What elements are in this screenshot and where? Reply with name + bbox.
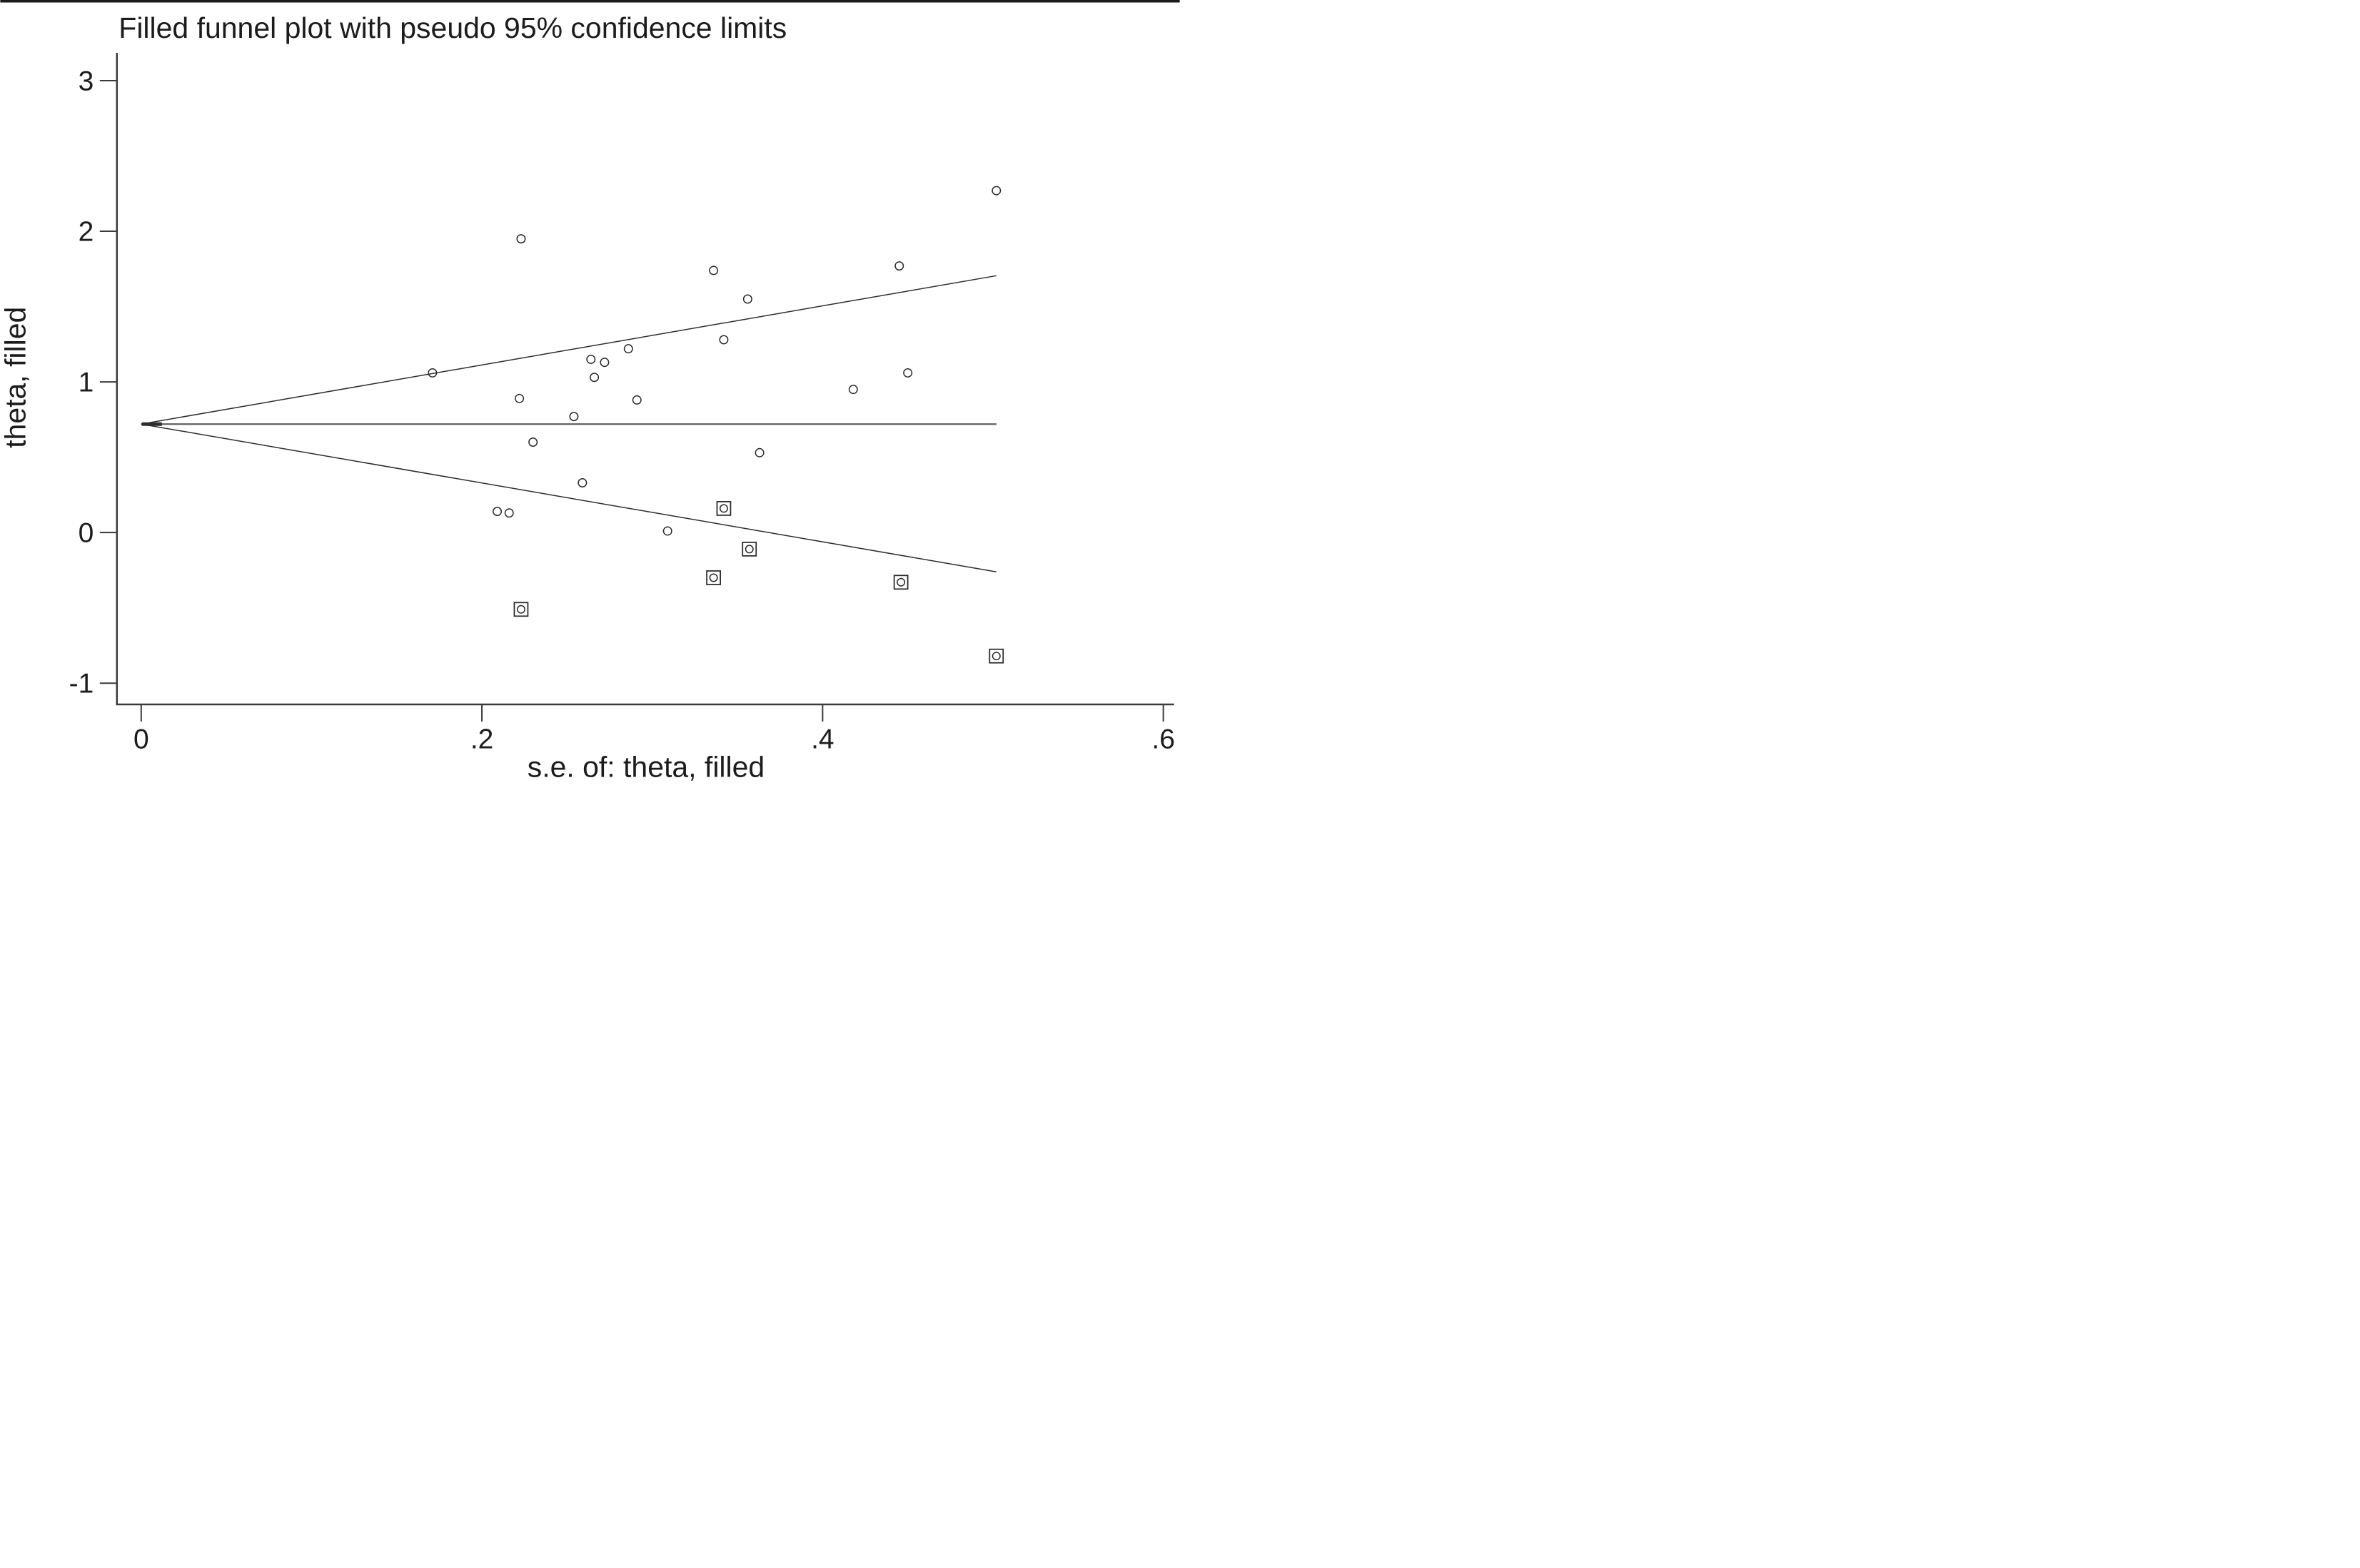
filled-study-marker-circle [992, 652, 1001, 661]
study-marker-circle [662, 526, 672, 536]
filled-study-marker-square [742, 542, 757, 557]
funnel-plot-canvas: Filled funnel plot with pseudo 95% confi… [0, 0, 1180, 784]
filled-study-marker-circle [516, 605, 525, 614]
study-marker-circle [903, 368, 913, 378]
filled-study-marker-square [513, 602, 529, 617]
top-border [0, 0, 1180, 3]
study-marker-circle [623, 344, 633, 354]
x-tick-label: .4 [811, 724, 834, 755]
study-marker-circle [569, 412, 579, 422]
funnel-plot-figure: Filled funnel plot with pseudo 95% confi… [0, 0, 1180, 784]
upper-confidence-limit-line [141, 275, 997, 425]
y-tick-label: 2 [79, 217, 94, 248]
study-marker-circle [719, 335, 729, 345]
study-marker-circle [894, 261, 904, 271]
x-tick-label: 0 [133, 724, 149, 755]
filled-study-marker-square [893, 575, 909, 590]
filled-study-marker-circle [897, 577, 906, 587]
study-marker-circle [600, 358, 610, 368]
study-marker-circle [755, 447, 765, 457]
y-axis-ticks: 3 2 1 0 -1 [69, 66, 117, 699]
study-marker-circle [516, 234, 526, 244]
study-marker-circle [742, 294, 752, 304]
filled-study-marker-square [706, 570, 721, 585]
y-tick-label: 3 [79, 66, 94, 96]
filled-study-marker-circle [709, 573, 718, 582]
x-tick-label: .2 [470, 724, 494, 755]
study-marker-circle [632, 395, 642, 405]
study-marker-circle [590, 373, 600, 383]
filled-study-marker-square [989, 648, 1004, 664]
filled-study-marker-circle [719, 504, 728, 513]
y-axis-title: theta, filled [0, 307, 31, 448]
filled-study-marker-circle [745, 545, 754, 554]
lower-confidence-limit-line [141, 423, 997, 572]
study-marker-circle [992, 186, 1002, 196]
study-marker-circle [515, 393, 525, 403]
study-marker-circle [493, 507, 503, 517]
study-marker-circle [709, 265, 719, 275]
y-tick-label: 0 [79, 518, 94, 549]
study-marker-circle [528, 437, 538, 447]
study-marker-circle [848, 385, 858, 395]
x-tick-label: .6 [1151, 724, 1174, 755]
study-marker-circle [428, 368, 438, 378]
x-axis-ticks: 0 .2 .4 .6 [133, 704, 1175, 755]
y-tick-label: 1 [79, 368, 94, 398]
study-markers [428, 186, 1004, 664]
study-marker-circle [504, 508, 514, 518]
study-marker-circle [578, 478, 588, 488]
filled-study-marker-square [716, 501, 732, 516]
chart-title: Filled funnel plot with pseudo 95% confi… [118, 11, 787, 44]
y-tick-label: -1 [69, 669, 94, 699]
study-marker-circle [586, 354, 596, 364]
funnel-lines [141, 275, 997, 572]
x-axis-title: s.e. of: theta, filled [528, 751, 765, 784]
